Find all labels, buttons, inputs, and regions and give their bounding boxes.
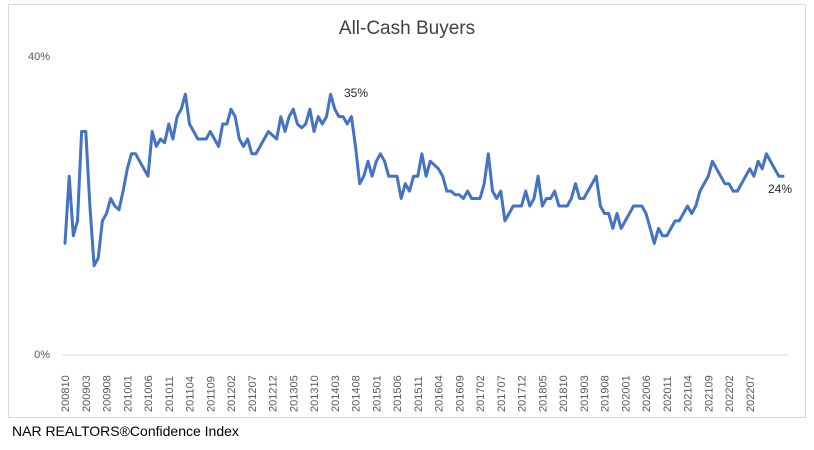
x-tick-label: 202104 xyxy=(683,375,695,412)
x-tick-label: 201305 xyxy=(288,375,300,412)
x-tick-label: 201511 xyxy=(413,376,425,412)
x-tick-label: 201712 xyxy=(517,375,529,412)
y-tick-label-bottom: 0% xyxy=(34,349,50,361)
x-tick-label: 202001 xyxy=(620,375,632,412)
x-tick-label: 202011 xyxy=(662,376,674,412)
x-tick-label: 201207 xyxy=(247,375,259,412)
x-tick-label: 202006 xyxy=(641,375,653,412)
chart-title: All-Cash Buyers xyxy=(338,18,476,39)
x-tick-label: 200903 xyxy=(81,375,93,412)
x-tick-label: 201707 xyxy=(496,375,508,412)
data-label-peak: 35% xyxy=(344,86,368,100)
y-tick-label-top: 40% xyxy=(28,51,50,63)
x-tick-label: 201109 xyxy=(205,376,217,412)
x-tick-label: 201310 xyxy=(309,375,321,412)
x-tick-label: 201001 xyxy=(122,375,134,412)
x-tick-label: 201006 xyxy=(143,375,155,412)
chart-area xyxy=(8,4,806,418)
x-tick-label: 201212 xyxy=(268,375,280,412)
x-tick-label: 201702 xyxy=(475,375,487,412)
x-tick-label: 202207 xyxy=(745,375,757,412)
x-tick-labels: 200810 200903 200908 201001 201006 201011 2011… xyxy=(60,375,757,412)
x-tick-label: 202202 xyxy=(724,375,736,412)
x-tick-label: 201104 xyxy=(185,376,197,412)
x-tick-label: 201903 xyxy=(579,375,591,412)
x-tick-label: 201403 xyxy=(330,375,342,412)
x-tick-label: 201501 xyxy=(371,375,383,412)
x-tick-label: 201609 xyxy=(454,375,466,412)
x-tick-label: 201810 xyxy=(558,375,570,412)
x-tick-label: 200908 xyxy=(102,375,114,412)
x-tick-label: 201506 xyxy=(392,375,404,412)
x-tick-label: 201408 xyxy=(351,375,363,412)
x-tick-label: 201011 xyxy=(164,376,176,412)
x-tick-label: 200810 xyxy=(60,375,72,412)
source-note: NAR REALTORS®Confidence Index xyxy=(12,423,239,439)
x-tick-label: 201604 xyxy=(434,375,446,412)
x-tick-label: 201202 xyxy=(226,375,238,412)
x-tick-label: 201908 xyxy=(600,375,612,412)
series-line-all-cash xyxy=(63,92,785,268)
data-label-last: 24% xyxy=(768,182,792,196)
x-tick-label: 202109 xyxy=(703,375,715,412)
x-tick-label: 201805 xyxy=(537,375,549,412)
